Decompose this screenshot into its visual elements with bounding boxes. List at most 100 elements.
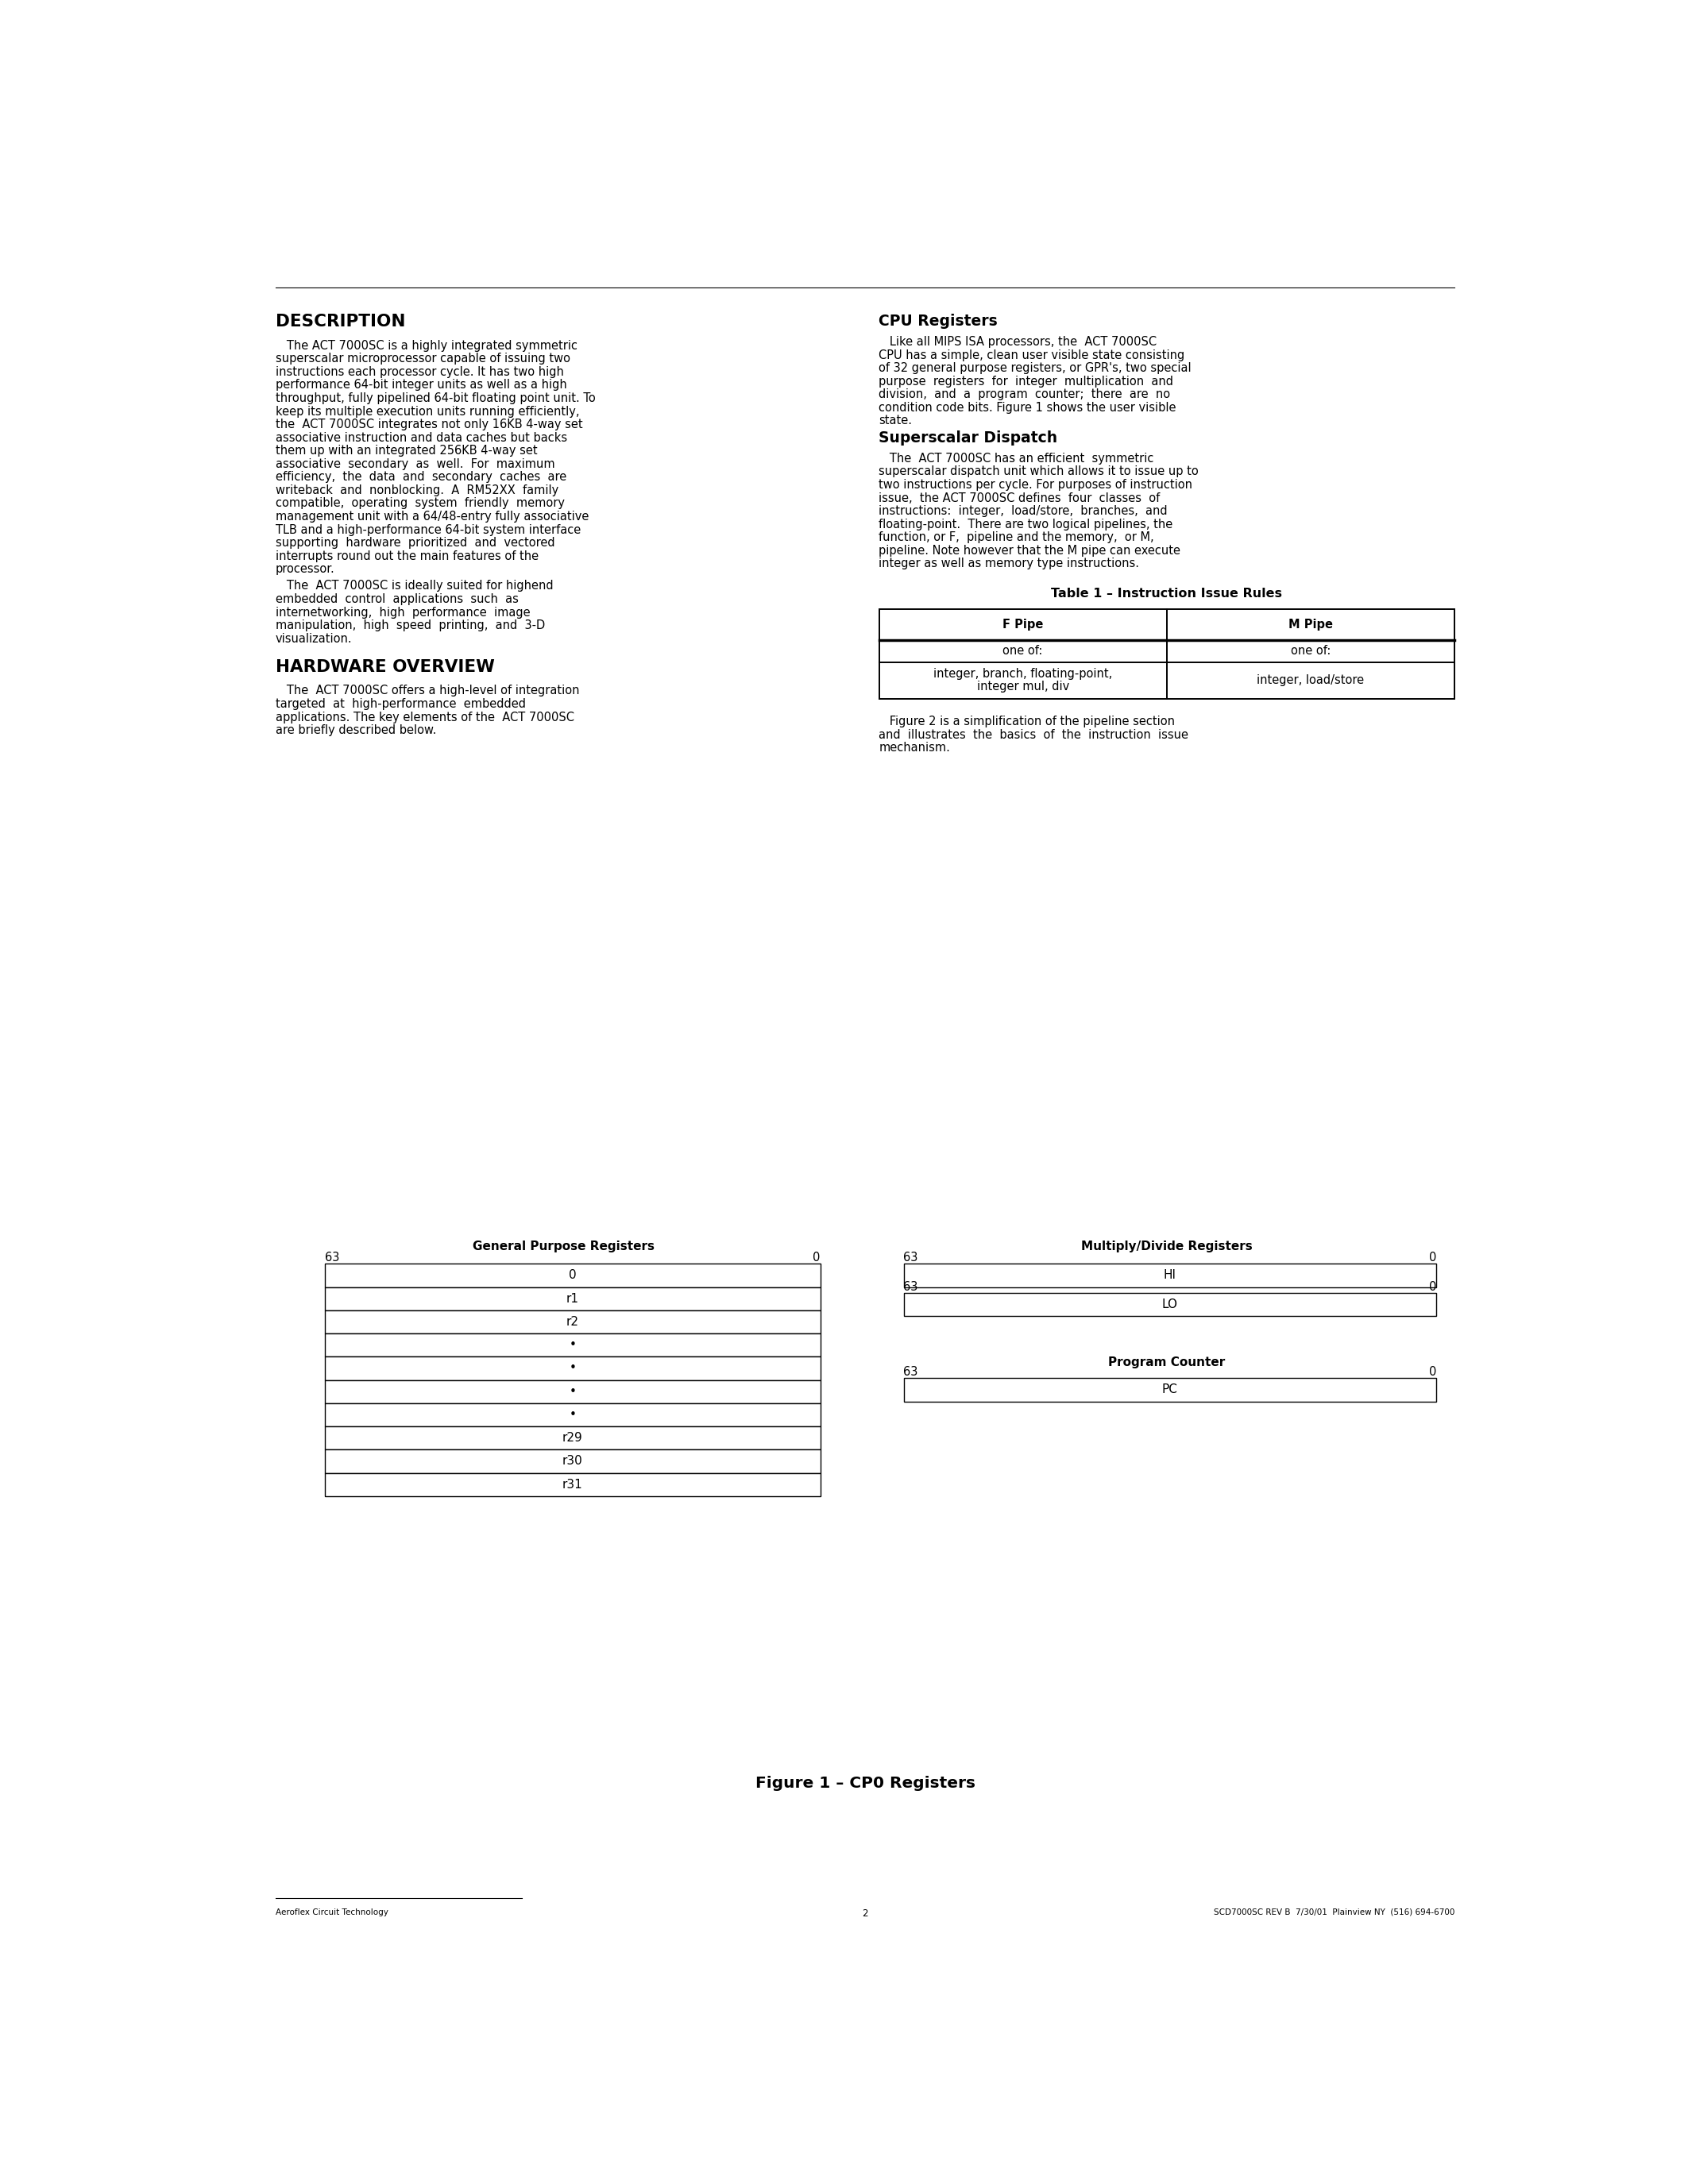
Text: Aeroflex Circuit Technology: Aeroflex Circuit Technology (275, 1909, 388, 1915)
Bar (324, 1426, 820, 1450)
Bar (324, 1380, 820, 1402)
Text: M Pipe: M Pipe (1288, 618, 1334, 631)
Bar (879, 609, 1455, 699)
Text: the  ACT 7000SC integrates not only 16KB 4-way set: the ACT 7000SC integrates not only 16KB … (275, 419, 582, 430)
Text: visualization.: visualization. (275, 633, 353, 644)
Text: performance 64-bit integer units as well as a high: performance 64-bit integer units as well… (275, 380, 567, 391)
Text: PC: PC (1161, 1385, 1178, 1396)
Text: manipulation,  high  speed  printing,  and  3-D: manipulation, high speed printing, and 3… (275, 620, 545, 631)
Text: 0: 0 (814, 1251, 820, 1265)
Text: 63: 63 (324, 1251, 339, 1265)
Text: Multiply/Divide Registers: Multiply/Divide Registers (1080, 1241, 1252, 1251)
Text: one of:: one of: (1291, 644, 1330, 657)
Text: Figure 1 – CP0 Registers: Figure 1 – CP0 Registers (755, 1776, 976, 1791)
Text: keep its multiple execution units running efficiently,: keep its multiple execution units runnin… (275, 406, 579, 417)
Text: instructions:  integer,  load/store,  branches,  and: instructions: integer, load/store, branc… (879, 505, 1168, 518)
Text: 63: 63 (903, 1282, 918, 1293)
Bar (324, 1356, 820, 1380)
Text: HARDWARE OVERVIEW: HARDWARE OVERVIEW (275, 660, 495, 675)
Text: •: • (569, 1409, 576, 1422)
Text: supporting  hardware  prioritized  and  vectored: supporting hardware prioritized and vect… (275, 537, 555, 548)
Text: integer, load/store: integer, load/store (1258, 675, 1364, 686)
Text: division,  and  a  program  counter;  there  are  no: division, and a program counter; there a… (879, 389, 1170, 400)
Text: The ACT 7000SC is a highly integrated symmetric: The ACT 7000SC is a highly integrated sy… (275, 341, 577, 352)
Text: 0: 0 (1428, 1282, 1436, 1293)
Text: instructions each processor cycle. It has two high: instructions each processor cycle. It ha… (275, 367, 564, 378)
Text: 63: 63 (903, 1367, 918, 1378)
Text: applications. The key elements of the  ACT 7000SC: applications. The key elements of the AC… (275, 712, 574, 723)
Text: processor.: processor. (275, 563, 334, 574)
Text: associative instruction and data caches but backs: associative instruction and data caches … (275, 432, 567, 443)
Text: Superscalar Dispatch: Superscalar Dispatch (879, 430, 1058, 446)
Text: Figure 2 is a simplification of the pipeline section: Figure 2 is a simplification of the pipe… (879, 716, 1175, 727)
Text: General Purpose Registers: General Purpose Registers (473, 1241, 655, 1251)
Text: Table 1 – Instruction Issue Rules: Table 1 – Instruction Issue Rules (1052, 587, 1283, 601)
Bar (324, 1310, 820, 1334)
Text: 0: 0 (569, 1269, 577, 1282)
Text: internetworking,  high  performance  image: internetworking, high performance image (275, 607, 530, 618)
Bar (324, 1286, 820, 1310)
Text: superscalar dispatch unit which allows it to issue up to: superscalar dispatch unit which allows i… (879, 465, 1198, 478)
Bar (324, 1450, 820, 1472)
Text: targeted  at  high-performance  embedded: targeted at high-performance embedded (275, 699, 527, 710)
Bar (324, 1334, 820, 1356)
Bar (903, 1293, 1436, 1317)
Bar (903, 1265, 1436, 1286)
Text: The  ACT 7000SC is ideally suited for highend: The ACT 7000SC is ideally suited for hig… (275, 581, 554, 592)
Text: The  ACT 7000SC offers a high-level of integration: The ACT 7000SC offers a high-level of in… (275, 686, 579, 697)
Text: •: • (569, 1385, 576, 1398)
Bar (324, 1402, 820, 1426)
Text: throughput, fully pipelined 64-bit floating point unit. To: throughput, fully pipelined 64-bit float… (275, 393, 596, 404)
Text: Like all MIPS ISA processors, the  ACT 7000SC: Like all MIPS ISA processors, the ACT 70… (879, 336, 1156, 347)
Text: embedded  control  applications  such  as: embedded control applications such as (275, 594, 518, 605)
Text: of 32 general purpose registers, or GPR's, two special: of 32 general purpose registers, or GPR'… (879, 363, 1192, 373)
Text: integer as well as memory type instructions.: integer as well as memory type instructi… (879, 557, 1139, 570)
Text: are briefly described below.: are briefly described below. (275, 725, 437, 736)
Text: CPU has a simple, clean user visible state consisting: CPU has a simple, clean user visible sta… (879, 349, 1185, 360)
Text: 63: 63 (903, 1251, 918, 1265)
Text: r30: r30 (562, 1455, 582, 1468)
Text: CPU Registers: CPU Registers (879, 314, 998, 330)
Text: F Pipe: F Pipe (1003, 618, 1043, 631)
Text: •: • (569, 1363, 576, 1374)
Text: one of:: one of: (1003, 644, 1043, 657)
Text: function, or F,  pipeline and the memory,  or M,: function, or F, pipeline and the memory,… (879, 531, 1155, 544)
Text: r2: r2 (567, 1317, 579, 1328)
Text: two instructions per cycle. For purposes of instruction: two instructions per cycle. For purposes… (879, 478, 1193, 491)
Text: them up with an integrated 256KB 4-way set: them up with an integrated 256KB 4-way s… (275, 446, 537, 456)
Bar (903, 1378, 1436, 1402)
Text: and  illustrates  the  basics  of  the  instruction  issue: and illustrates the basics of the instru… (879, 729, 1188, 740)
Text: compatible,  operating  system  friendly  memory: compatible, operating system friendly me… (275, 498, 565, 509)
Text: r1: r1 (567, 1293, 579, 1304)
Text: mechanism.: mechanism. (879, 743, 950, 753)
Text: 0: 0 (1428, 1251, 1436, 1265)
Text: HI: HI (1163, 1269, 1177, 1282)
Text: purpose  registers  for  integer  multiplication  and: purpose registers for integer multiplica… (879, 376, 1173, 387)
Text: management unit with a 64/48-entry fully associative: management unit with a 64/48-entry fully… (275, 511, 589, 522)
Text: writeback  and  nonblocking.  A  RM52XX  family: writeback and nonblocking. A RM52XX fami… (275, 485, 559, 496)
Text: r31: r31 (562, 1479, 582, 1489)
Text: r29: r29 (562, 1433, 582, 1444)
Text: interrupts round out the main features of the: interrupts round out the main features o… (275, 550, 538, 561)
Text: LO: LO (1161, 1299, 1178, 1310)
Text: integer mul, div: integer mul, div (977, 681, 1069, 692)
Text: 0: 0 (1428, 1367, 1436, 1378)
Text: efficiency,  the  data  and  secondary  caches  are: efficiency, the data and secondary cache… (275, 472, 567, 483)
Bar (324, 1265, 820, 1286)
Text: superscalar microprocessor capable of issuing two: superscalar microprocessor capable of is… (275, 354, 571, 365)
Text: integer, branch, floating-point,: integer, branch, floating-point, (933, 668, 1112, 679)
Text: 2: 2 (863, 1909, 868, 1918)
Text: Program Counter: Program Counter (1109, 1356, 1225, 1367)
Text: DESCRIPTION: DESCRIPTION (275, 314, 405, 330)
Text: TLB and a high-performance 64-bit system interface: TLB and a high-performance 64-bit system… (275, 524, 581, 535)
Text: pipeline. Note however that the M pipe can execute: pipeline. Note however that the M pipe c… (879, 544, 1182, 557)
Text: SCD7000SC REV B  7/30/01  Plainview NY  (516) 694-6700: SCD7000SC REV B 7/30/01 Plainview NY (51… (1214, 1909, 1455, 1915)
Text: issue,  the ACT 7000SC defines  four  classes  of: issue, the ACT 7000SC defines four class… (879, 491, 1160, 505)
Text: state.: state. (879, 415, 912, 426)
Text: floating-point.  There are two logical pipelines, the: floating-point. There are two logical pi… (879, 518, 1173, 531)
Text: The  ACT 7000SC has an efficient  symmetric: The ACT 7000SC has an efficient symmetri… (879, 452, 1155, 465)
Text: condition code bits. Figure 1 shows the user visible: condition code bits. Figure 1 shows the … (879, 402, 1177, 413)
Text: associative  secondary  as  well.  For  maximum: associative secondary as well. For maxim… (275, 459, 555, 470)
Bar (324, 1472, 820, 1496)
Text: •: • (569, 1339, 576, 1352)
